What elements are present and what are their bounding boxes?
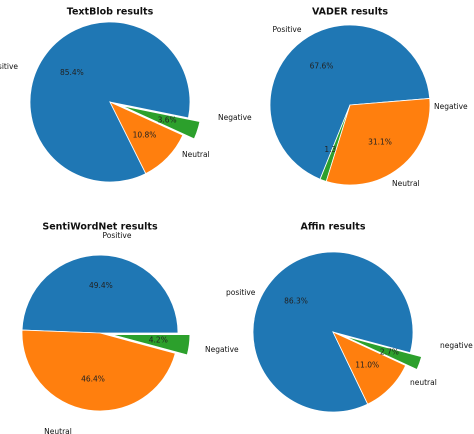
slice-percent-label: 1.3%: [324, 145, 343, 154]
slice-percent-label: 49.4%: [89, 281, 113, 290]
slice-percent-label: 46.4%: [81, 374, 105, 383]
slice-category-label: Neutral: [44, 427, 72, 434]
slice-category-label: neutral: [410, 378, 437, 387]
chart-title: Affin results: [300, 221, 365, 232]
slice-percent-label: 2.7%: [380, 347, 399, 356]
slice-category-label: Positive: [0, 62, 18, 71]
chart-title: VADER results: [312, 6, 388, 17]
chart-title: SentiWordNet results: [42, 221, 158, 232]
slice-category-label: positive: [226, 288, 256, 297]
pie-slice-negative: [344, 335, 423, 371]
pie-slice-positive: [269, 24, 431, 180]
pie-chart-2: VADER results 67.6% Positive 1.3% Negative 31…: [269, 6, 468, 188]
slice-percent-label: 67.6%: [310, 61, 334, 70]
slice-percent-label: 86.3%: [284, 296, 308, 305]
pie-slice-negative: [111, 334, 191, 356]
pie-slice-neutral: [332, 331, 407, 405]
pie-chart-3: SentiWordNet results 49.4% Positive 46.4% Ne…: [21, 221, 239, 434]
pie-slice-negative: [121, 105, 201, 140]
slice-category-label: Negative: [205, 345, 239, 354]
slice-percent-label: 85.4%: [60, 68, 84, 77]
slice-category-label: Positive: [273, 25, 302, 34]
slice-category-label: Neutral: [392, 179, 420, 188]
pie-slice-neutral: [21, 329, 176, 412]
slice-category-label: Positive: [103, 231, 132, 240]
slice-percent-label: 4.2%: [149, 336, 168, 345]
pie-slice-positive: [21, 254, 179, 334]
pie-slice-neutral: [109, 101, 184, 175]
chart-title: TextBlob results: [67, 6, 154, 17]
slice-category-label: Negative: [434, 102, 468, 111]
slice-percent-label: 3.6%: [158, 116, 177, 125]
slice-category-label: Neutral: [182, 150, 210, 159]
slice-percent-label: 31.1%: [368, 138, 392, 147]
pie-slice-neutral: [325, 98, 431, 186]
pie-chart-1: TextBlob results 85.4% Positive 10.8% Neutra…: [0, 6, 252, 183]
slice-percent-label: 10.8%: [133, 130, 157, 139]
slice-category-label: negative: [440, 341, 473, 350]
slice-category-label: Negative: [218, 113, 252, 122]
slice-percent-label: 11.0%: [355, 361, 379, 370]
pie-chart-4: Affin results 86.3% positive 11.0% neutral 2.…: [226, 221, 473, 413]
